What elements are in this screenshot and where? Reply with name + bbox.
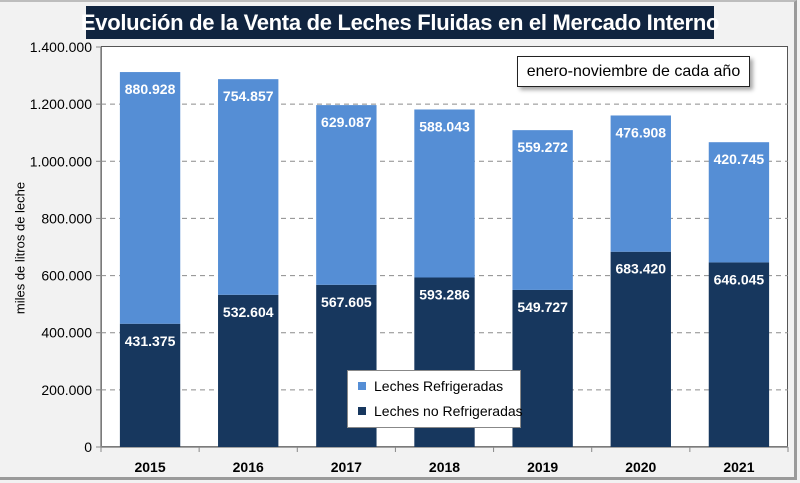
period-annotation: enero-noviembre de cada año (517, 56, 750, 87)
data-label: 532.604 (223, 304, 274, 320)
data-label: 549.727 (517, 299, 568, 315)
bar-refrigeradas-2017 (316, 105, 377, 285)
bar-refrigeradas-2019 (512, 130, 573, 290)
x-tick-label: 2017 (331, 459, 362, 475)
y-tick-label: 1.000.000 (30, 153, 92, 169)
bar-refrigeradas-2020 (610, 115, 671, 252)
y-tick-label: 800.000 (41, 210, 92, 226)
legend-label-refrigeradas: Leches Refrigeradas (374, 378, 504, 394)
y-tick-label: 1.400.000 (30, 39, 92, 55)
chart-title: Evolución de la Venta de Leches Fluidas … (81, 6, 719, 39)
data-label: 880.928 (125, 81, 176, 97)
y-axis-label: miles de litros de leche (12, 181, 28, 315)
x-tick-label: 2016 (233, 459, 264, 475)
legend-item-refrigeradas: Leches Refrigeradas (358, 378, 503, 394)
legend-item-no-refrigeradas: Leches no Refrigeradas (358, 403, 523, 419)
data-label: 420.745 (714, 151, 765, 167)
x-tick-label: 2015 (134, 459, 165, 475)
bar-no-refrigeradas-2020 (610, 251, 671, 447)
data-label: 646.045 (714, 271, 765, 287)
data-label: 559.272 (517, 139, 568, 155)
bar-no-refrigeradas-2019 (512, 289, 573, 447)
data-label: 476.908 (615, 124, 666, 140)
legend: Leches Refrigeradas Leches no Refrigerad… (347, 370, 523, 428)
bar-no-refrigeradas-2015 (119, 323, 181, 447)
x-tick-label: 2019 (527, 459, 558, 475)
bar-refrigeradas-2015 (119, 72, 181, 324)
bar-refrigeradas-2021 (708, 142, 770, 263)
data-label: 593.286 (419, 286, 470, 302)
data-label: 431.375 (125, 333, 176, 349)
data-label: 567.605 (321, 294, 372, 310)
y-tick-label: 1.200.000 (30, 96, 92, 112)
bar-no-refrigeradas-2021 (708, 262, 770, 447)
y-tick-label: 400.000 (41, 325, 92, 341)
y-tick-label: 600.000 (41, 268, 92, 284)
bar-refrigeradas-2016 (218, 79, 279, 295)
data-label: 754.857 (223, 88, 274, 104)
data-label: 588.043 (419, 118, 470, 134)
data-label: 683.420 (615, 261, 666, 277)
legend-swatch-no-refrigeradas (358, 407, 366, 415)
y-tick-label: 200.000 (41, 382, 92, 398)
legend-swatch-refrigeradas (358, 382, 366, 390)
y-tick-label: 0 (84, 439, 92, 455)
x-tick-label: 2020 (625, 459, 656, 475)
legend-label-no-refrigeradas: Leches no Refrigeradas (374, 403, 523, 419)
x-tick-label: 2018 (429, 459, 460, 475)
data-label: 629.087 (321, 114, 372, 130)
bar-refrigeradas-2018 (414, 109, 475, 278)
x-tick-label: 2021 (723, 459, 754, 475)
bar-no-refrigeradas-2016 (218, 294, 279, 447)
